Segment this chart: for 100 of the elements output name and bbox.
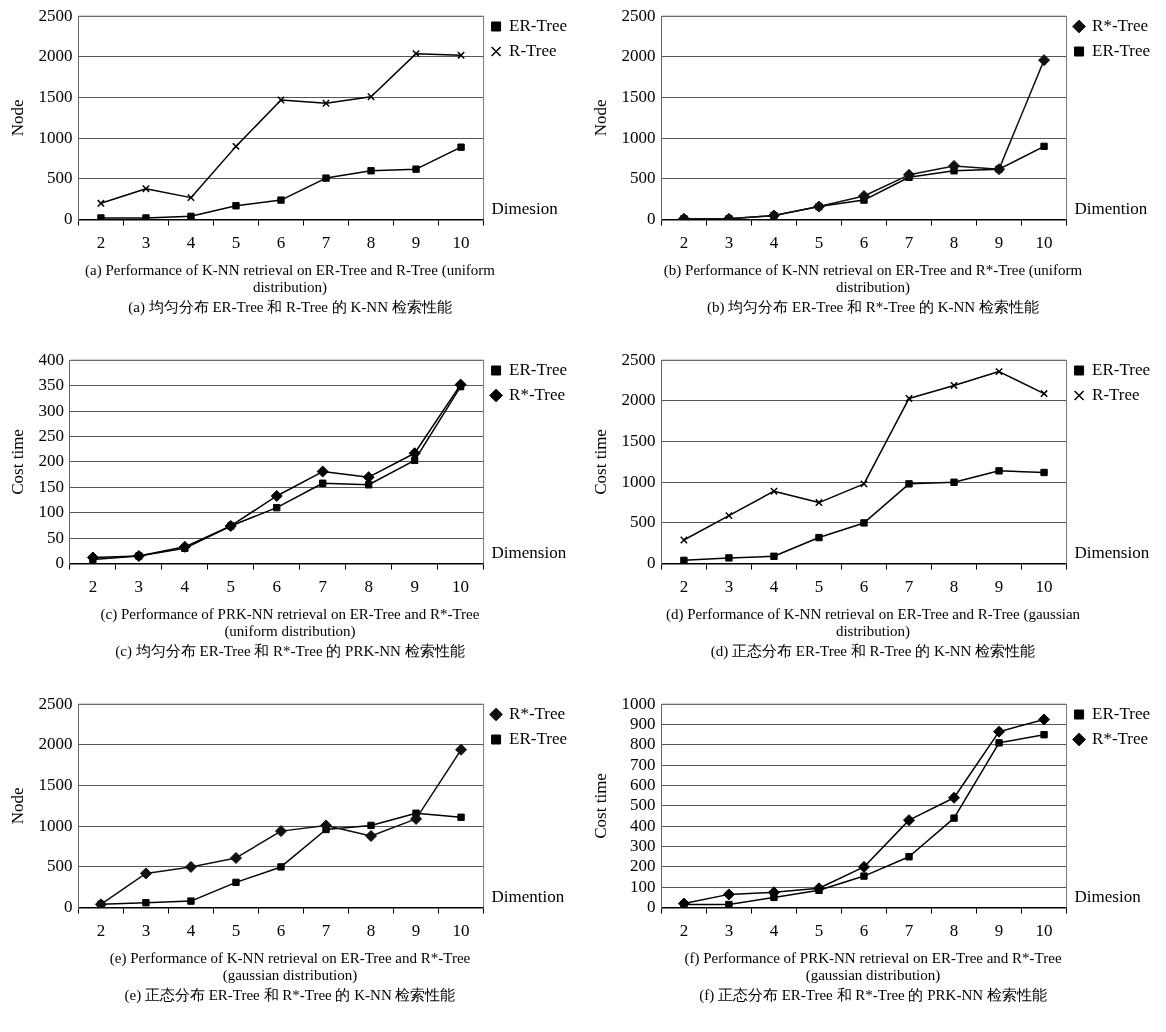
y-tick-label: 2000	[621, 46, 656, 66]
x-tick-label: 7	[904, 233, 914, 253]
x-tick-label: 9	[994, 233, 1004, 253]
y-tick-label: 2000	[38, 46, 73, 66]
x-tick-label: 3	[724, 921, 734, 941]
y-tick-label: 350	[38, 375, 64, 395]
x-tick-label: 2	[96, 921, 106, 941]
y-tick-label: 1000	[38, 815, 73, 835]
x-tick-label: 9	[411, 233, 421, 253]
y-tick-label: 300	[38, 400, 64, 420]
x-tick-label: 4	[769, 577, 779, 597]
y-tick-label: 800	[629, 734, 656, 754]
y-tick-label: 0	[646, 209, 656, 229]
x-axis-title: Dimension	[491, 542, 567, 562]
x-tick-label: 5	[231, 233, 241, 253]
y-axis-title: Cost time	[590, 429, 610, 495]
text: (e) 正态分布 ER-Tree 和 R*-Tree 的 K-NN 检索性能	[123, 986, 457, 1005]
text: (c) Performance of PRK-NN retrieval on ER-Tree and R*-Tree (uniform distribution)	[99, 606, 481, 640]
text: (a) 均匀分布 ER-Tree 和 R-Tree 的 K-NN 检索性能	[127, 298, 453, 317]
legend-label: R*-Tree	[1092, 15, 1149, 35]
x-tick-label: 6	[276, 921, 286, 941]
x-tick-label: 5	[814, 577, 824, 597]
x-tick-label: 8	[949, 233, 959, 253]
y-tick-label: 2500	[38, 693, 73, 713]
y-tick-label: 2500	[621, 349, 656, 369]
text: (f) Performance of PRK-NN retrieval on ER-Tree and R*-Tree (gaussian distribution)	[683, 950, 1063, 984]
text: (e) Performance of K-NN retrieval on ER-Tree and R*-Tree (gaussian distribution)	[108, 950, 472, 984]
x-tick-label: 8	[364, 577, 373, 597]
y-tick-label: 200	[38, 451, 64, 471]
legend-label: R*-Tree	[509, 384, 566, 404]
text: (b) 均匀分布 ER-Tree 和 R*-Tree 的 K-NN 检索性能	[706, 298, 1040, 317]
legend-label: ER-Tree	[509, 15, 568, 35]
x-tick-label: 3	[134, 577, 144, 597]
y-tick-label: 1000	[621, 693, 656, 713]
x-tick-label: 9	[410, 577, 419, 597]
x-tick-label: 7	[904, 921, 914, 941]
x-axis-title: Dimention	[491, 886, 565, 906]
y-tick-label: 50	[46, 527, 64, 547]
y-tick-label: 500	[629, 512, 656, 532]
y-tick-label: 600	[629, 775, 656, 795]
text: (d) 正态分布 ER-Tree 和 R-Tree 的 K-NN 检索性能	[709, 642, 1037, 661]
y-tick-label: 0	[63, 209, 73, 229]
x-tick-label: 6	[859, 921, 869, 941]
x-tick-label: 8	[366, 233, 376, 253]
x-tick-label: 7	[321, 233, 331, 253]
x-tick-label: 5	[814, 921, 824, 941]
x-tick-label: 3	[724, 577, 734, 597]
x-tick-label: 4	[186, 921, 196, 941]
x-tick-label: 2	[96, 233, 106, 253]
y-tick-label: 500	[46, 856, 73, 876]
legend-label: R-Tree	[1092, 384, 1140, 404]
x-tick-label: 4	[769, 921, 779, 941]
y-tick-label: 250	[38, 425, 64, 445]
x-axis-title: Dimesion	[491, 198, 559, 218]
y-tick-label: 100	[629, 876, 656, 896]
x-tick-label: 10	[1035, 233, 1053, 253]
y-tick-label: 900	[629, 714, 656, 734]
legend-label: R-Tree	[509, 40, 557, 60]
y-axis-title: Node	[590, 99, 610, 137]
y-tick-label: 200	[629, 856, 656, 876]
x-tick-label: 9	[994, 577, 1004, 597]
y-tick-label: 1000	[621, 127, 656, 147]
x-tick-label: 3	[724, 233, 734, 253]
y-tick-label: 0	[646, 553, 656, 573]
y-tick-label: 0	[63, 897, 73, 917]
x-tick-label: 8	[949, 921, 959, 941]
y-tick-label: 2500	[621, 5, 656, 25]
y-tick-label: 1500	[621, 87, 656, 107]
x-tick-label: 6	[276, 233, 286, 253]
x-tick-label: 5	[231, 921, 241, 941]
y-tick-label: 2000	[621, 390, 656, 410]
y-tick-label: 1500	[38, 775, 73, 795]
y-tick-label: 2000	[38, 734, 73, 754]
legend-label: ER-Tree	[1092, 40, 1151, 60]
x-tick-label: 4	[186, 233, 196, 253]
y-tick-label: 0	[55, 553, 64, 573]
y-tick-label: 400	[38, 349, 64, 369]
x-tick-label: 8	[949, 577, 959, 597]
y-tick-label: 400	[629, 815, 656, 835]
x-tick-label: 4	[769, 233, 779, 253]
x-tick-label: 2	[679, 921, 689, 941]
x-tick-label: 8	[366, 921, 376, 941]
x-tick-label: 6	[859, 577, 869, 597]
x-axis-title: Dimention	[1074, 198, 1148, 218]
legend-label: ER-Tree	[1092, 703, 1151, 723]
x-tick-label: 10	[1035, 577, 1053, 597]
legend-label: R*-Tree	[1092, 728, 1149, 748]
y-tick-label: 500	[629, 168, 656, 188]
y-tick-label: 0	[646, 897, 656, 917]
x-tick-label: 2	[679, 233, 689, 253]
x-tick-label: 10	[452, 577, 470, 597]
x-tick-label: 9	[994, 921, 1004, 941]
legend-label: ER-Tree	[1092, 359, 1151, 379]
x-tick-label: 4	[180, 577, 190, 597]
y-tick-label: 1500	[38, 87, 73, 107]
x-tick-label: 2	[88, 577, 98, 597]
y-tick-label: 1000	[38, 127, 73, 147]
x-tick-label: 10	[452, 233, 470, 253]
x-tick-label: 7	[904, 577, 914, 597]
x-axis-title: Dimension	[1074, 542, 1150, 562]
